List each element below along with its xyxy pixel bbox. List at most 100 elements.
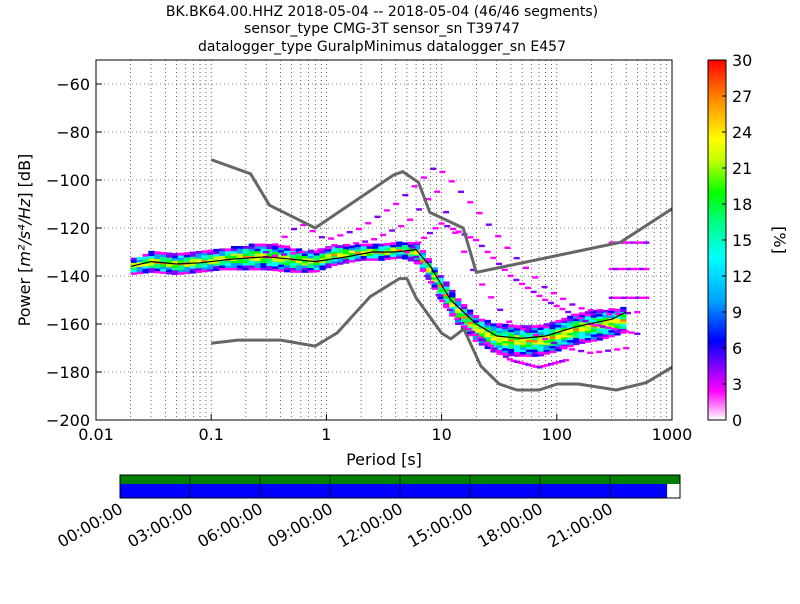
- heatmap-cell: [620, 326, 627, 329]
- heatmap-cell: [567, 337, 574, 341]
- heatmap-cell: [219, 253, 226, 256]
- heatmap-cell: [590, 319, 598, 323]
- heatmap-cell: [242, 260, 250, 264]
- heatmap-cell: [537, 351, 544, 354]
- heatmap-cell: [278, 264, 285, 268]
- heatmap-cell: [154, 265, 161, 269]
- y-tick-label: −100: [46, 171, 90, 190]
- heatmap-cell: [443, 298, 450, 302]
- heatmap-cell: [502, 326, 509, 330]
- heatmap-cell: [384, 257, 391, 261]
- heatmap-cell: [508, 348, 515, 352]
- heatmap-cell: [590, 338, 598, 342]
- heatmap-cell: [437, 287, 444, 290]
- heatmap-cell: [502, 340, 509, 344]
- heatmap-cell: [536, 294, 543, 298]
- heatmap-cell: [531, 342, 539, 345]
- heatmap-cell: [519, 332, 527, 336]
- heatmap-cell: [519, 349, 527, 352]
- colorbar-tick-label: 18: [732, 195, 752, 214]
- heatmap-cell: [301, 255, 309, 259]
- heatmap-cell: [514, 346, 521, 350]
- heatmap-cell: [390, 247, 397, 250]
- heatmap-cell: [537, 331, 544, 335]
- heatmap-cell: [421, 236, 428, 240]
- heatmap-cell: [590, 331, 598, 335]
- heatmap-cell: [508, 326, 515, 330]
- heatmap-cell: [596, 320, 603, 324]
- time-tick-label: 12:00:00: [334, 499, 406, 551]
- heatmap-cell: [582, 319, 589, 323]
- heatmap-cell: [490, 256, 497, 260]
- heatmap-cell: [407, 218, 414, 221]
- heatmap-cell: [537, 341, 544, 345]
- heatmap-cell: [587, 309, 594, 312]
- heatmap-cell: [207, 261, 214, 265]
- heatmap-cell: [431, 279, 438, 283]
- heatmap-cell: [605, 349, 612, 352]
- heatmap-cell: [443, 300, 450, 304]
- y-tick-label: −160: [46, 315, 90, 334]
- heatmap-cell: [551, 341, 558, 345]
- heatmap-cell: [295, 248, 303, 252]
- heatmap-cell: [578, 307, 585, 310]
- heatmap-cell: [449, 301, 456, 305]
- heatmap-cell: [328, 237, 335, 240]
- heatmap-cell: [519, 282, 526, 286]
- heatmap-cell: [300, 223, 307, 227]
- heatmap-cell: [148, 255, 155, 259]
- heatmap-cell: [142, 258, 149, 262]
- heatmap-cell: [466, 326, 474, 330]
- heatmap-cell: [148, 258, 155, 261]
- heatmap-cell: [343, 253, 350, 257]
- heatmap-cell: [225, 248, 232, 252]
- heatmap-cell: [318, 236, 325, 239]
- heatmap-cell: [343, 248, 350, 252]
- heatmap-cell: [634, 267, 641, 271]
- heatmap-cell: [195, 270, 202, 273]
- heatmap-cell: [496, 325, 503, 329]
- heatmap-cell: [443, 304, 450, 307]
- heatmap-cell: [266, 263, 273, 266]
- heatmap-cell: [230, 260, 238, 264]
- heatmap-cell: [561, 332, 568, 335]
- heatmap-cell: [396, 246, 403, 250]
- heatmap-cell: [501, 268, 508, 272]
- heatmap-cell: [201, 267, 208, 270]
- heatmap-cell: [266, 267, 273, 271]
- heatmap-cell: [354, 246, 362, 250]
- heatmap-cell: [519, 327, 527, 331]
- colorbar-tick-label: 12: [732, 267, 752, 286]
- heatmap-cell: [590, 317, 598, 321]
- heatmap-cell: [236, 250, 244, 254]
- heatmap-cell: [543, 323, 550, 326]
- heatmap-cell: [402, 193, 409, 197]
- heatmap-cell: [555, 343, 562, 347]
- heatmap-cell: [490, 335, 497, 339]
- heatmap-cell: [515, 326, 522, 329]
- heatmap-cell: [573, 337, 580, 341]
- heatmap-cell: [416, 208, 423, 211]
- heatmap-cell: [560, 297, 567, 301]
- heatmap-cell: [460, 315, 468, 319]
- heatmap-cell: [508, 346, 515, 349]
- heatmap-cell: [525, 363, 532, 366]
- heatmap-cell: [266, 265, 273, 269]
- coverage-bottom-strip: [120, 484, 668, 498]
- heatmap-cell: [195, 258, 202, 261]
- heatmap-cell: [195, 255, 202, 259]
- heatmap-cell: [254, 250, 261, 254]
- heatmap-cell: [484, 343, 491, 347]
- heatmap-cell: [166, 271, 173, 275]
- heatmap-cell: [207, 251, 214, 255]
- heatmap-cell: [460, 320, 468, 324]
- heatmap-cell: [248, 265, 255, 268]
- heatmap-cell: [525, 339, 533, 343]
- heatmap-cell: [485, 223, 492, 226]
- heatmap-cell: [281, 253, 288, 256]
- heatmap-cell: [331, 246, 338, 250]
- heatmap-cell: [378, 248, 385, 252]
- heatmap-cell: [378, 253, 385, 256]
- heatmap-cell: [461, 250, 468, 253]
